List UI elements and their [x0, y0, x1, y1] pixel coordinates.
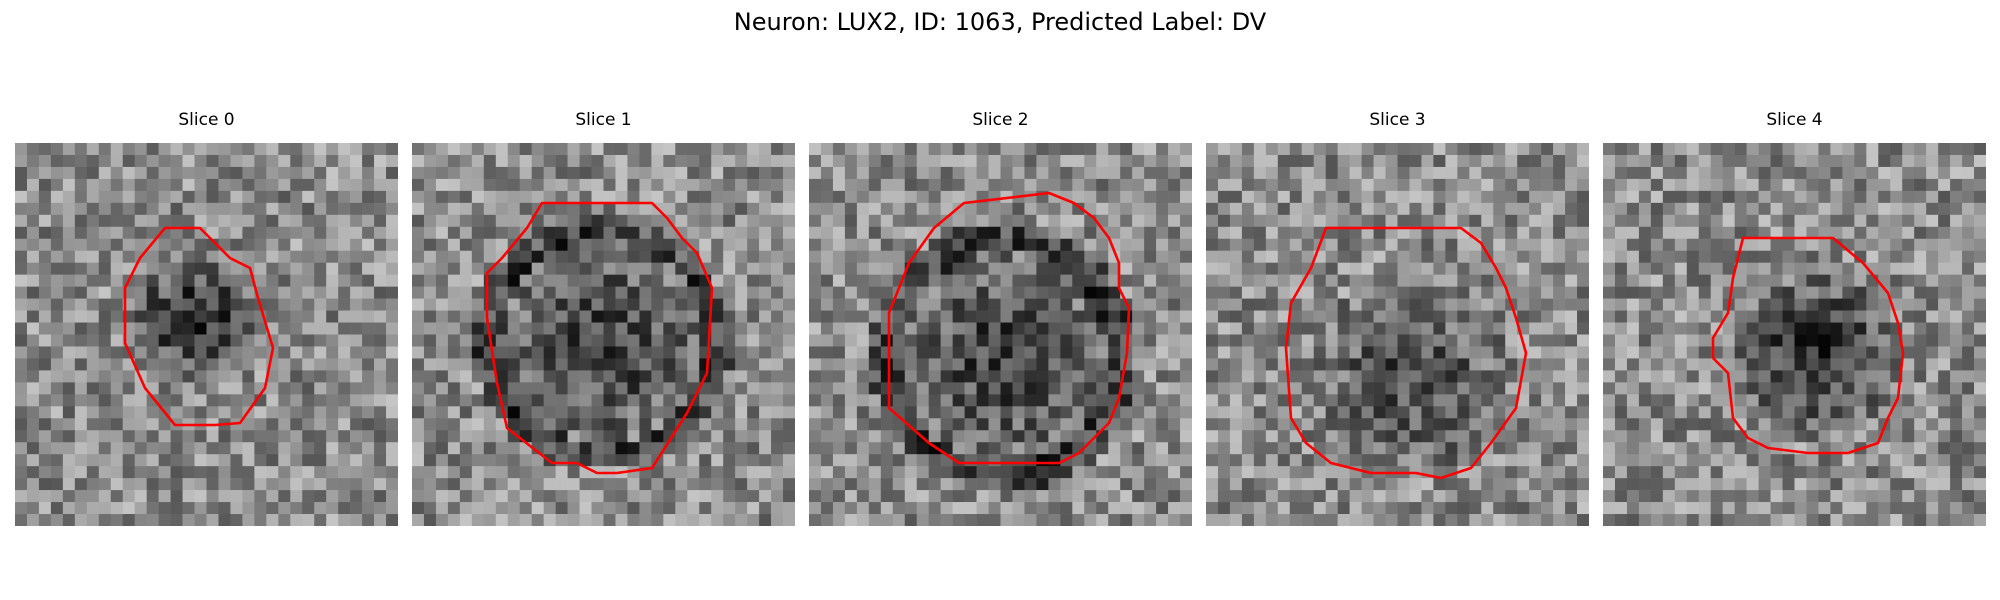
slice-image [412, 143, 795, 526]
slice-title: Slice 4 [1766, 110, 1823, 130]
slice-panel-3: Slice 3 [1206, 110, 1589, 526]
slice-panel-2: Slice 2 [809, 110, 1192, 526]
slice-title: Slice 3 [1369, 110, 1426, 130]
segmentation-outline [887, 191, 1131, 465]
slice-panel-1: Slice 1 [412, 110, 795, 526]
slice-image [1206, 143, 1589, 526]
slice-image [1603, 143, 1986, 526]
segmentation-outline [123, 226, 275, 427]
segmentation-outline [1711, 236, 1905, 455]
segmentation-outline [485, 201, 714, 475]
slice-title: Slice 0 [178, 110, 235, 130]
figure-title: Neuron: LUX2, ID: 1063, Predicted Label:… [733, 8, 1267, 36]
slice-image [809, 143, 1192, 526]
slice-panel-0: Slice 0 [15, 110, 398, 526]
slice-image [15, 143, 398, 526]
slice-title: Slice 1 [575, 110, 632, 130]
segmentation-outline [1284, 226, 1528, 480]
slice-panel-4: Slice 4 [1603, 110, 1986, 526]
slice-title: Slice 2 [972, 110, 1029, 130]
